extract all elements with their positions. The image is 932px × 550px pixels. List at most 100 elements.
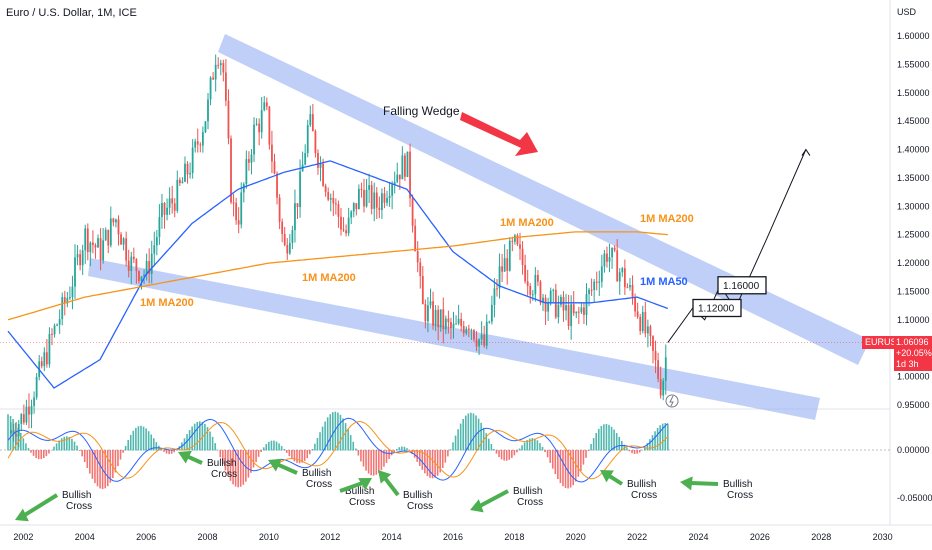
candle-body [588, 289, 590, 295]
candle-body [74, 257, 76, 287]
candle-body [347, 217, 350, 234]
macd-histogram-bar [43, 450, 45, 459]
candle-body [583, 307, 585, 315]
time-axis: 2002 2004 2006 2008 2010 2012 2014 2016 2018 2020… [13, 532, 892, 542]
candle-body [20, 414, 23, 424]
candle-body [66, 298, 69, 304]
macd-histogram-bar [66, 436, 68, 451]
candle-body [355, 203, 358, 210]
candle-body [616, 250, 619, 282]
candle-body [383, 193, 386, 203]
candle-body [562, 296, 565, 311]
macd-histogram-bar [291, 450, 293, 460]
macd-histogram-bar [470, 412, 472, 451]
indicator-tick-label: 0.00000 [897, 445, 930, 455]
macd-histogram-bar [380, 450, 383, 471]
candle-body [360, 188, 363, 190]
macd-histogram-bar [234, 450, 237, 487]
macd-histogram-bar [449, 449, 452, 451]
macd-histogram-bar [649, 439, 651, 451]
bullish-cross-arrowhead [680, 476, 693, 491]
macd-histogram-bar [539, 443, 541, 451]
macd-histogram-bar [441, 450, 444, 469]
macd-histogram-bar [83, 450, 86, 463]
macd-histogram-bar [572, 450, 575, 486]
macd-histogram-bar [68, 436, 71, 451]
macd-histogram-bar [544, 450, 546, 453]
macd-histogram-bar [526, 440, 528, 451]
candle-body [467, 328, 470, 331]
macd-histogram-bar [311, 449, 314, 451]
candle-body [212, 77, 215, 80]
candle-body [232, 202, 235, 204]
macd-histogram-bar [431, 450, 434, 479]
macd-histogram-bar [597, 428, 600, 451]
candle-body [81, 250, 84, 266]
macd-histogram-bar [132, 430, 135, 451]
candle-body [357, 188, 360, 210]
macd-histogram-bar [306, 450, 309, 459]
macd-histogram-bar [549, 450, 551, 463]
macd-histogram-bar [664, 423, 667, 451]
macd-histogram-bar [32, 450, 35, 456]
candle-body [386, 198, 388, 203]
macd-histogram-bar [170, 450, 173, 454]
candle-body [288, 242, 291, 254]
macd-histogram-bar [268, 441, 270, 451]
macd-histogram-bar [569, 450, 572, 488]
macd-histogram-bar [654, 431, 656, 451]
candle-body [125, 238, 128, 261]
candle-body [150, 253, 153, 274]
candle-body [283, 233, 286, 246]
falling-wedge [88, 34, 870, 420]
macd-histogram-bar [260, 450, 262, 452]
candle-body [140, 276, 143, 281]
candle-body [498, 266, 501, 289]
ma50-label: 1M MA50 [640, 276, 688, 288]
macd-histogram-bar [94, 450, 96, 484]
macd-histogram-bar [280, 446, 283, 451]
macd-histogram-bar [257, 450, 260, 457]
candle-body [217, 64, 220, 66]
macd-histogram-bar [227, 450, 229, 477]
time-tick-label: 2018 [504, 532, 524, 542]
macd-histogram-bar [127, 439, 130, 451]
macd-histogram-bar [500, 450, 503, 460]
last-price: 1.06096 [896, 337, 929, 347]
macd-histogram-bar [142, 426, 145, 451]
candle-body [623, 268, 626, 288]
macd-histogram-bar [99, 450, 101, 489]
macd-histogram-bar [485, 433, 488, 451]
macd-histogram-bar [199, 421, 201, 451]
price-tick-label: 1.35000 [897, 173, 930, 183]
bullish-cross-label: Cross [407, 501, 433, 512]
macd-histogram-bar [577, 450, 580, 477]
macd-histogram-bar [30, 450, 32, 453]
macd-histogram-bar [656, 427, 659, 451]
macd-histogram-bar [160, 448, 163, 451]
macd-histogram-bar [352, 441, 355, 451]
macd-histogram-bar [321, 426, 324, 451]
time-tick-label: 2016 [443, 532, 463, 542]
macd-histogram-bar [464, 415, 467, 451]
candle-body [493, 288, 496, 305]
candle-body [570, 304, 573, 326]
candle-body [432, 301, 434, 326]
candle-body [524, 265, 527, 282]
candle-body [145, 261, 148, 275]
macd-histogram-bar [60, 438, 63, 451]
candle-body [102, 240, 105, 261]
macd-histogram-bar [45, 450, 48, 457]
macd-histogram-bar [638, 450, 641, 453]
price-tick-label: 1.00000 [897, 372, 930, 382]
macd-histogram-bar [372, 450, 375, 476]
candle-body [304, 153, 307, 165]
candle-body [521, 248, 524, 266]
candle-body [480, 334, 483, 340]
candle-body [577, 311, 580, 313]
macd-histogram-bar [293, 450, 296, 462]
macd-histogram-bar [480, 422, 482, 451]
candle-body [94, 245, 97, 248]
candle-body [281, 221, 284, 234]
